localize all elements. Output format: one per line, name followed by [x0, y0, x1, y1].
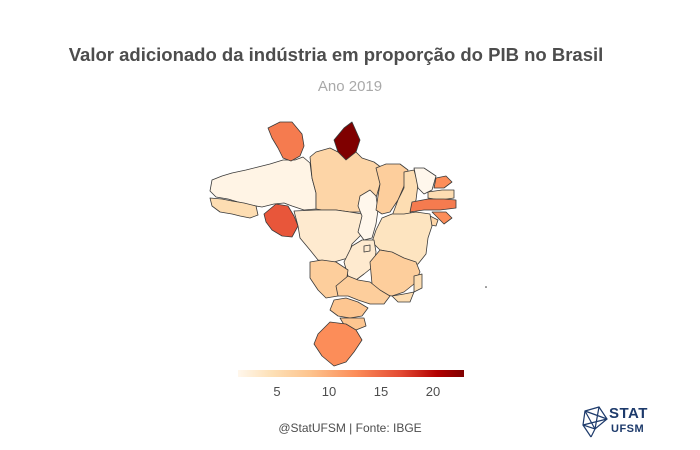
state-to: [357, 189, 379, 241]
state-ba: [371, 211, 433, 267]
chart-subtitle: Ano 2019: [317, 78, 383, 95]
legend-tick-20: 20: [425, 384, 441, 399]
state-pe: [409, 198, 457, 213]
state-rr: [267, 121, 305, 162]
color-scale-bar: [238, 370, 464, 377]
state-pr: [329, 297, 369, 319]
state-ro: [263, 203, 299, 238]
legend-tick-15: 15: [373, 384, 389, 399]
network-icon: [582, 406, 608, 438]
state-ac: [209, 197, 259, 219]
state-es: [413, 273, 423, 293]
state-ma: [375, 163, 409, 215]
stat-ufsm-logo: STAT UFSM: [581, 405, 661, 439]
state-al: [431, 211, 453, 225]
logo-text-ufsm: UFSM: [611, 423, 645, 435]
state-pb: [427, 189, 455, 201]
legend-tick-10: 10: [321, 384, 337, 399]
state-sp: [335, 275, 391, 305]
state-df: [363, 244, 371, 253]
state-rj: [391, 291, 415, 303]
state-rn: [433, 175, 453, 189]
state-ce: [413, 167, 437, 195]
state-mt: [293, 209, 367, 263]
island-dot: [485, 286, 487, 288]
chart-title: Valor adicionado da indústria em proporç…: [68, 44, 604, 65]
state-rs: [313, 321, 363, 367]
logo-text-stat: STAT: [609, 405, 648, 422]
source-caption: @StatUFSM | Fonte: IBGE: [278, 421, 422, 435]
legend-tick-5: 5: [273, 384, 281, 399]
